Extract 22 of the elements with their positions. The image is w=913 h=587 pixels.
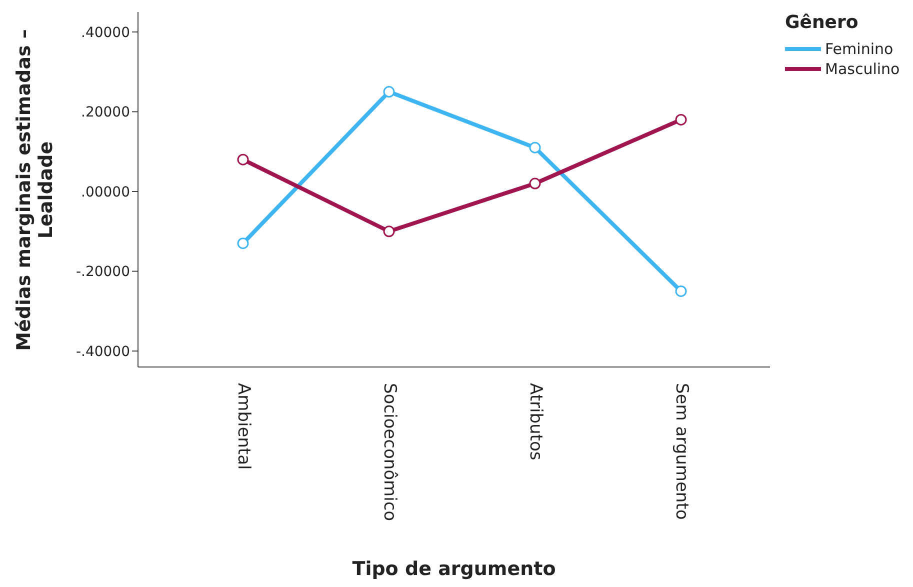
x-axis-title: Tipo de argumento <box>351 558 557 580</box>
y-tick-label: .40000 <box>81 24 130 41</box>
legend-title: Gênero <box>785 12 860 33</box>
legend-label: Masculino <box>824 59 900 79</box>
legend-label: Feminino <box>824 39 894 59</box>
x-tick-label: Socioeconômico <box>379 383 400 522</box>
y-tick-label: .00000 <box>81 184 130 200</box>
y-tick-label: -.20000 <box>76 264 130 280</box>
point <box>237 154 249 166</box>
y-axis-title: Médias marginais estimadas – Lealdade <box>13 28 57 352</box>
point <box>383 86 395 98</box>
y-tick-label: .20000 <box>81 104 130 121</box>
x-tick-label: Sem argumento <box>671 383 692 520</box>
x-tick-label: Atributos <box>525 383 546 460</box>
point <box>675 114 687 126</box>
point <box>529 178 541 190</box>
point <box>675 285 687 297</box>
point <box>383 226 395 238</box>
point <box>529 142 541 154</box>
y-tick-label: -.40000 <box>76 344 130 360</box>
x-tick-label: Ambiental <box>233 383 254 470</box>
point <box>237 238 249 250</box>
